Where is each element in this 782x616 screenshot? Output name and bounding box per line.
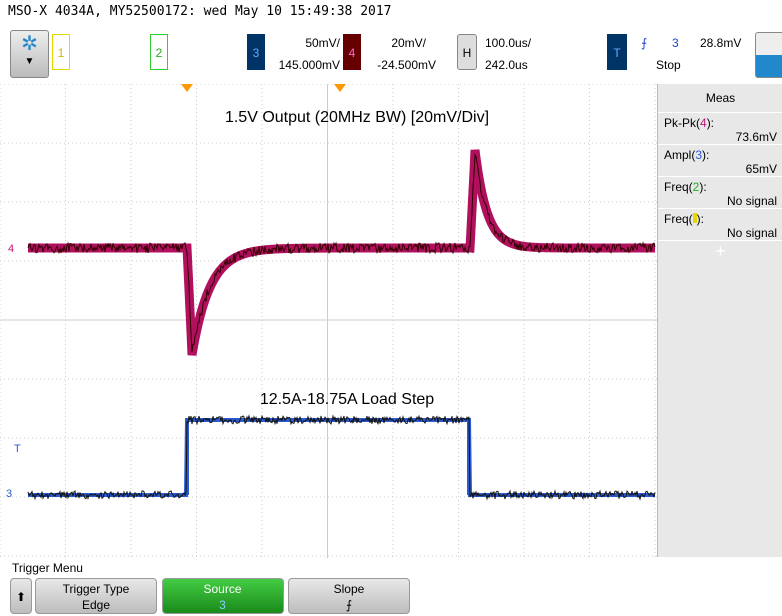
meas-channel: 4 (700, 116, 707, 130)
softkey-value: 3 (219, 598, 226, 612)
header-title: MSO-X 4034A, MY52500172: wed May 10 15:4… (8, 4, 392, 19)
meas-item: Freq(): No signal (658, 209, 782, 241)
softkey-label: Source (203, 582, 242, 596)
meas-prefix: Ampl( (664, 148, 696, 162)
meas-label: Ampl(3): (664, 148, 777, 162)
trigger-state: Stop (656, 58, 681, 72)
meas-suffix: ): (699, 180, 707, 194)
softkey-label: Trigger Type (62, 582, 130, 596)
meas-item: Ampl(3): 65mV (658, 145, 782, 177)
horizontal-button[interactable]: H (457, 34, 477, 70)
softkey[interactable]: Slope ⨍ (288, 578, 410, 614)
meas-value: 65mV (745, 162, 777, 176)
meas-panel: Meas Pk-Pk(4): 73.6mV Ampl(3): 65mV Freq(2):… (657, 84, 782, 557)
ch1-button[interactable]: 1 (52, 34, 70, 70)
softkey-value: Edge (81, 598, 111, 612)
ch4-trace-noise (27, 153, 656, 352)
ch3-marker: 3 (6, 488, 12, 500)
grid (0, 84, 657, 558)
trigger-edge-icon: ⨍ (641, 36, 648, 50)
softkey[interactable]: Source 3 (161, 578, 284, 614)
ch4-scale: 20mV/ (391, 36, 426, 50)
softkey-label: Slope (333, 582, 365, 596)
annotation: 1.5V Output (20MHz BW) [20mV/Div] (225, 109, 489, 126)
meas-title: Meas (658, 84, 782, 113)
ch4-offset: -24.500mV (377, 58, 436, 72)
meas-label: Pk-Pk(4): (664, 116, 777, 130)
meas-channel: 2 (692, 180, 700, 194)
meas-label: Freq(2): (664, 180, 777, 194)
meas-value: No signal (726, 226, 777, 240)
annotation: 12.5A-18.75A Load Step (260, 391, 434, 408)
meas-item: Pk-Pk(4): 73.6mV (658, 113, 782, 145)
meas-suffix: ): (706, 116, 715, 130)
menu-button[interactable]: ✲ ▼ (10, 30, 49, 78)
meas-prefix: Freq( (664, 212, 693, 226)
meas-prefix: Freq( (664, 180, 693, 194)
delay-marker (334, 84, 346, 92)
trigger-source: 3 (672, 36, 679, 50)
back-button[interactable]: ⬆ (10, 578, 32, 614)
meas-suffix: ): (702, 148, 710, 162)
ch3-scale: 50mV/ (305, 36, 340, 50)
trigger-position (181, 84, 193, 92)
softkey[interactable]: Trigger Type Edge (35, 578, 157, 614)
softkey-value: ⨍ (345, 598, 353, 612)
meas-channel: 3 (695, 148, 703, 162)
ch3-offset: 145.000mV (278, 58, 340, 72)
ch3-trace-noise (27, 414, 656, 501)
menu-title: Trigger Menu (12, 561, 83, 575)
meas-label: Freq(): (664, 212, 777, 226)
meas-suffix: ): (696, 212, 705, 226)
ch3-button[interactable]: 3 (247, 34, 265, 70)
meas-value: 73.6mV (735, 130, 777, 144)
trigger-button[interactable]: T (607, 34, 627, 70)
meas-prefix: Pk-Pk( (664, 116, 700, 130)
ch4-marker: 4 (8, 243, 14, 255)
ch4-button[interactable]: 4 (343, 34, 361, 70)
horizontal-delay: 242.0us (485, 58, 528, 72)
trigger-marker: T (14, 443, 21, 455)
graticule: 1.5V Output (20MHz BW) [20mV/Div] 12.5A-… (0, 84, 657, 558)
meas-channel-swatch (692, 213, 697, 223)
trigger-level: 28.8mV (700, 36, 742, 50)
meas-item: Freq(2): No signal (658, 177, 782, 209)
side-button[interactable] (755, 32, 782, 78)
horizontal-scale: 100.0us/ (485, 36, 532, 50)
add-meas[interactable]: + (715, 241, 726, 261)
screen-bg (0, 84, 657, 558)
meas-value: No signal (726, 194, 777, 208)
ch2-button[interactable]: 2 (150, 34, 168, 70)
